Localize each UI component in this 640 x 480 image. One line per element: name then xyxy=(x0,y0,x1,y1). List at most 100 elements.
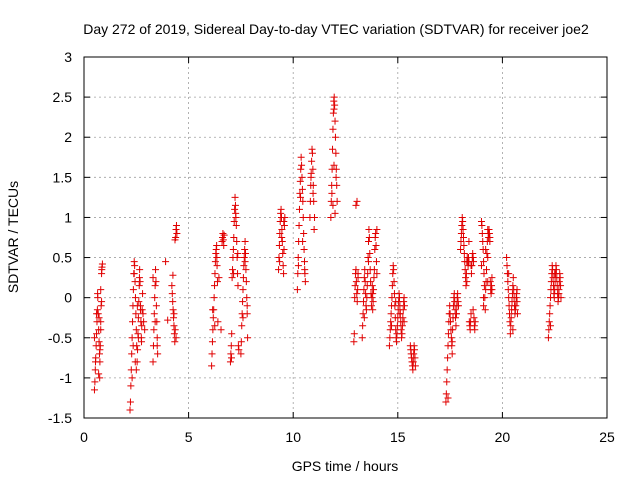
data-point-marker xyxy=(470,258,478,266)
data-point-marker xyxy=(217,326,225,334)
data-point-marker xyxy=(243,310,251,318)
data-point-marker xyxy=(128,374,136,382)
data-point-marker xyxy=(544,334,552,342)
data-point-marker xyxy=(454,302,462,310)
data-point-marker xyxy=(228,330,236,338)
data-point-marker xyxy=(297,153,305,161)
data-point-marker xyxy=(275,266,283,274)
data-point-marker xyxy=(409,358,417,366)
data-point-marker xyxy=(295,221,303,229)
data-point-marker xyxy=(296,189,304,197)
data-point-marker xyxy=(172,221,180,229)
data-point-marker xyxy=(220,242,228,250)
data-point-marker xyxy=(134,346,142,354)
data-point-marker xyxy=(233,238,241,246)
data-point-marker xyxy=(513,310,521,318)
data-point-marker xyxy=(310,225,318,233)
data-point-marker xyxy=(295,205,303,213)
data-point-marker xyxy=(329,201,337,209)
data-point-marker xyxy=(372,229,380,237)
data-point-marker xyxy=(136,266,144,274)
x-tick-label: 25 xyxy=(599,429,615,445)
data-point-marker xyxy=(128,334,136,342)
data-point-marker xyxy=(233,254,241,262)
data-point-marker xyxy=(211,258,219,266)
data-point-marker xyxy=(309,181,317,189)
data-point-marker xyxy=(442,390,450,398)
y-tick-label: 1 xyxy=(64,209,72,225)
data-point-marker xyxy=(444,330,452,338)
data-point-marker xyxy=(463,278,471,286)
plot-grid xyxy=(84,57,607,418)
data-point-marker xyxy=(457,246,465,254)
data-point-marker xyxy=(360,274,368,282)
y-tick-label: 0.5 xyxy=(53,250,73,266)
data-point-marker xyxy=(280,217,288,225)
data-point-marker xyxy=(352,278,360,286)
data-point-marker xyxy=(452,314,460,322)
data-point-marker xyxy=(276,229,284,237)
data-point-marker xyxy=(333,181,341,189)
y-axis-label: SDTVAR / TECUs xyxy=(5,181,21,293)
data-point-marker xyxy=(480,282,488,290)
x-tick-label: 0 xyxy=(80,429,88,445)
data-point-marker xyxy=(400,294,408,302)
data-point-marker xyxy=(360,286,368,294)
data-point-marker xyxy=(370,274,378,282)
data-point-marker xyxy=(459,217,467,225)
data-point-marker xyxy=(300,229,308,237)
data-point-marker xyxy=(365,238,373,246)
data-point-marker xyxy=(487,290,495,298)
data-point-marker xyxy=(551,270,559,278)
data-point-marker xyxy=(332,149,340,157)
data-point-marker xyxy=(327,213,335,221)
data-point-marker xyxy=(385,342,393,350)
data-point-marker xyxy=(95,370,103,378)
data-point-marker xyxy=(447,334,455,342)
data-point-marker xyxy=(135,298,143,306)
data-point-marker xyxy=(368,282,376,290)
data-point-marker xyxy=(138,322,146,330)
data-point-marker xyxy=(227,342,235,350)
data-point-marker xyxy=(172,334,180,342)
data-point-marker xyxy=(230,270,238,278)
data-point-marker xyxy=(400,318,408,326)
data-point-marker xyxy=(132,366,140,374)
y-tick-label: -1 xyxy=(60,370,73,386)
data-point-marker xyxy=(279,250,287,258)
data-point-marker xyxy=(280,246,288,254)
data-point-marker xyxy=(241,246,249,254)
data-point-marker xyxy=(557,294,565,302)
data-point-marker xyxy=(136,278,144,286)
data-point-marker xyxy=(294,270,302,278)
data-point-marker xyxy=(208,350,216,358)
data-point-marker xyxy=(301,266,309,274)
data-point-marker xyxy=(332,173,340,181)
data-point-marker xyxy=(411,354,419,362)
data-point-marker xyxy=(240,254,248,262)
data-point-marker xyxy=(504,278,512,286)
data-point-marker xyxy=(97,318,105,326)
data-point-marker xyxy=(369,290,377,298)
data-point-marker xyxy=(91,378,99,386)
data-point-marker xyxy=(237,338,245,346)
data-point-marker xyxy=(329,125,337,133)
data-point-marker xyxy=(398,322,406,330)
data-point-marker xyxy=(308,149,316,157)
data-point-marker xyxy=(277,205,285,213)
data-point-marker xyxy=(152,302,160,310)
data-point-marker xyxy=(138,338,146,346)
data-point-marker xyxy=(512,302,520,310)
data-point-marker xyxy=(444,354,452,362)
data-point-marker xyxy=(333,197,341,205)
data-point-marker xyxy=(231,201,239,209)
data-point-marker xyxy=(308,157,316,165)
data-point-marker xyxy=(229,266,237,274)
data-point-marker xyxy=(213,278,221,286)
data-point-marker xyxy=(352,266,360,274)
data-point-marker xyxy=(242,266,250,274)
y-tick-label: 1.5 xyxy=(53,169,73,185)
y-tick-label: 3 xyxy=(64,49,72,65)
data-point-marker xyxy=(98,260,106,268)
data-point-marker xyxy=(369,306,377,314)
